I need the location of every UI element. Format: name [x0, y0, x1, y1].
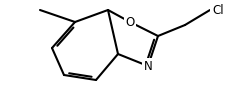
- Text: O: O: [125, 15, 135, 29]
- Text: N: N: [144, 59, 152, 73]
- Text: Cl: Cl: [212, 4, 224, 17]
